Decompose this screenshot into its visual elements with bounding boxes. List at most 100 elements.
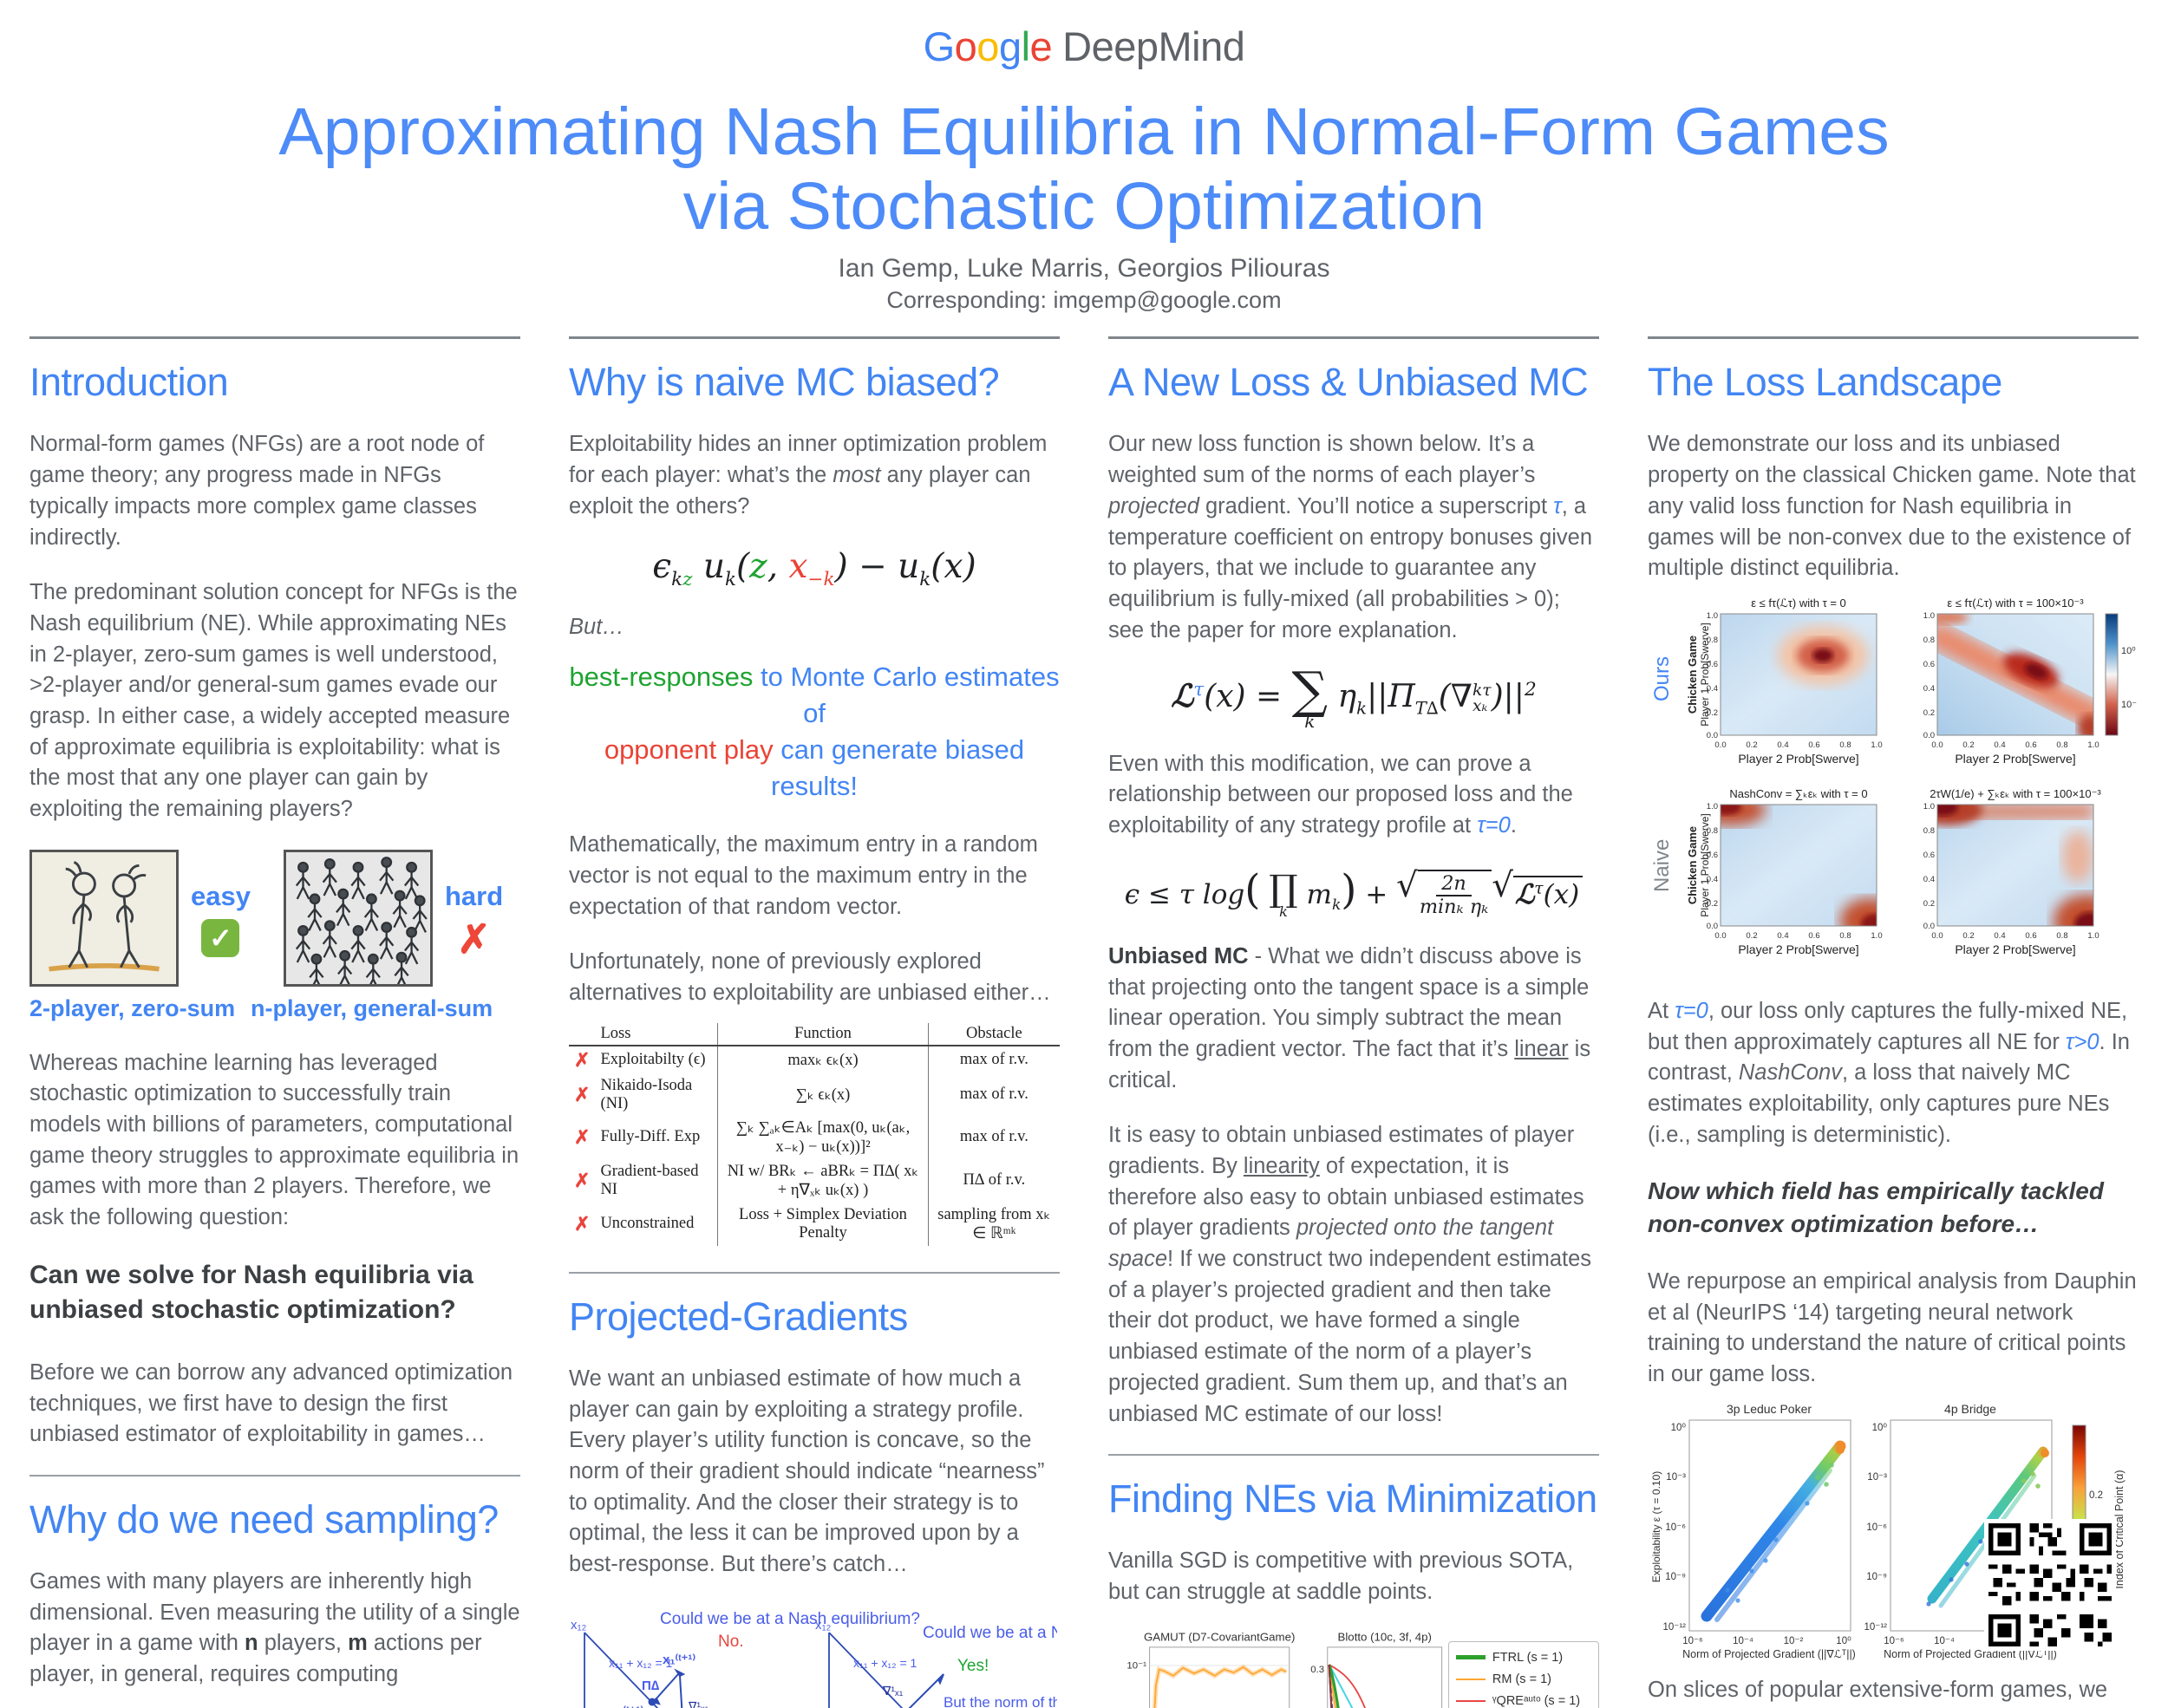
pg-paragraph-1: We want an unbiased estimate of how much… bbox=[569, 1366, 1045, 1576]
point-label-xt1-on-simplex: x₁⁽ᵗ⁺¹⁾ bbox=[611, 1705, 643, 1708]
text: Unbiased MC bbox=[1108, 943, 1249, 968]
critical-point-scatters: 3p Leduc Poker 10⁰ 10⁻³ 10⁻⁶ 10⁻⁹ 10⁻¹² 10⁻⁶… bbox=[1648, 1401, 2139, 1661]
col-header-obstacle: Obstacle bbox=[927, 1022, 1060, 1046]
eq-part: k bbox=[1331, 896, 1342, 914]
text: linear bbox=[1514, 1036, 1569, 1061]
svg-text:0.0: 0.0 bbox=[1714, 931, 1726, 941]
logo-letter: G bbox=[923, 23, 956, 69]
sum-operator: ∑ bbox=[1291, 661, 1329, 720]
svg-text:10⁻³: 10⁻³ bbox=[1867, 1472, 1887, 1483]
logo-letter: g bbox=[998, 23, 1022, 69]
eq-part: + bbox=[1356, 878, 1397, 910]
y-tick: 0.3 bbox=[1310, 1665, 1324, 1675]
google-deepmind-logo: Google DeepMind bbox=[0, 23, 2168, 70]
cbar-tick: 10⁻¹ bbox=[2121, 700, 2137, 710]
text: Even with this modification, we can prov… bbox=[1108, 751, 1573, 838]
linearity-paragraph: It is easy to obtain unbiased estimates … bbox=[1108, 1120, 1599, 1430]
text: , a temperature coefficient on entropy b… bbox=[1108, 493, 1593, 642]
y-tick: 10⁻¹ bbox=[1126, 1660, 1146, 1671]
cell-obstacle: max of r.v. bbox=[927, 1115, 1060, 1159]
heatmap-grid: Ours Naive ε ≤ fτ(ℒτ) with τ = 0 bbox=[1648, 596, 2140, 982]
columns: Introduction Normal-form games (NFGs) ar… bbox=[0, 336, 2168, 1708]
eq-part: ( bbox=[1244, 865, 1261, 913]
row-label-ours: Ours bbox=[1650, 655, 1674, 701]
svg-text:1.0: 1.0 bbox=[1707, 611, 1718, 621]
svg-text:10⁻⁴: 10⁻⁴ bbox=[1733, 1636, 1753, 1646]
svg-text:0.2: 0.2 bbox=[1923, 899, 1935, 909]
eq-part: kτ bbox=[1472, 681, 1492, 700]
cell-function: ∑ₖ ϵₖ(x) bbox=[717, 1073, 929, 1116]
figure-captions: 2-player, zero-sum n-player, general-sum bbox=[29, 995, 520, 1022]
minimization-paragraph: Vanilla SGD is competitive with previous… bbox=[1108, 1548, 1574, 1604]
text: players, bbox=[258, 1631, 349, 1656]
cell-loss: Gradient-based NI bbox=[600, 1162, 699, 1198]
text: It is easy to obtain unbiased estimates … bbox=[1108, 1123, 1575, 1179]
naive-mc-paragraph-1: Exploitability hides an inner optimizati… bbox=[569, 429, 1060, 522]
x-mark-icon: ✗ bbox=[574, 1125, 591, 1148]
divider bbox=[29, 1474, 520, 1477]
simplex-constraint-label: x₁₁ + x₁₂ = 1 bbox=[609, 1656, 673, 1670]
svg-text:0.2: 0.2 bbox=[1962, 931, 1974, 941]
eq-part: , bbox=[767, 546, 789, 586]
column-new-loss: A New Loss & Unbiased MC Our new loss fu… bbox=[1108, 336, 1599, 1708]
text: Games with many players are inherently h… bbox=[29, 1568, 520, 1656]
x-mark-icon: ✗ bbox=[574, 1048, 591, 1071]
eq-part: )|| bbox=[1491, 679, 1525, 715]
legend-label: RM (s = 1) bbox=[1492, 1672, 1551, 1686]
product-operator: ∏ bbox=[1269, 867, 1298, 910]
svg-text:10⁻⁶: 10⁻⁶ bbox=[1866, 1522, 1887, 1533]
eq-part: minₖ ηₖ bbox=[1419, 896, 1489, 919]
text: . bbox=[1510, 813, 1517, 838]
eq-part: ) − u bbox=[834, 546, 920, 586]
eq-part: u bbox=[692, 546, 725, 586]
cell-loss: Unconstrained bbox=[600, 1215, 695, 1233]
qr-code bbox=[1984, 1519, 2116, 1651]
svg-text:0.2: 0.2 bbox=[2089, 1490, 2103, 1501]
svg-text:1.0: 1.0 bbox=[1707, 802, 1718, 812]
but-text: But… bbox=[569, 615, 624, 640]
eq-part: k bbox=[1279, 903, 1288, 920]
eq-part: τ bbox=[1534, 879, 1544, 898]
section-heading-naive-mc: Why is naive MC biased? bbox=[569, 360, 1000, 405]
svg-text:0.8: 0.8 bbox=[2056, 740, 2067, 750]
legend-item: FTRL (s = 1) bbox=[1455, 1651, 1591, 1665]
text: of expectation, it is therefore also eas… bbox=[1108, 1154, 1584, 1241]
svg-text:0.4: 0.4 bbox=[1707, 684, 1718, 694]
svg-text:1.0: 1.0 bbox=[1923, 611, 1935, 621]
two-player-image bbox=[29, 849, 179, 987]
section-heading-projected-gradients: Projected-Gradients bbox=[569, 1294, 908, 1339]
but-norm-note: But the norm of the gradient is positive… bbox=[944, 1694, 1057, 1708]
cell-function: NI w/ BRₖ ← aBRₖ = Π∆( xₖ + η∇ₓₖ uₖ(x) ) bbox=[717, 1158, 929, 1203]
eq-part-xmk: x bbox=[788, 546, 808, 586]
question-text: Could we be at a Nash equilibrium? bbox=[660, 1610, 920, 1628]
svg-text:0.2: 0.2 bbox=[1962, 740, 1974, 750]
svg-text:0.4: 0.4 bbox=[1923, 684, 1935, 694]
column-introduction: Introduction Normal-form games (NFGs) ar… bbox=[29, 336, 520, 1708]
svg-text:10⁰: 10⁰ bbox=[1872, 1423, 1888, 1433]
svg-text:0.2: 0.2 bbox=[1746, 740, 1757, 750]
table-row: ✗ Nikaido-Isoda (NI) ∑ₖ ϵₖ(x) max of r.v. bbox=[569, 1073, 1060, 1116]
svg-text:0.4: 0.4 bbox=[1994, 740, 2005, 750]
svg-text:0.6: 0.6 bbox=[1923, 851, 1935, 860]
intro-paragraph-4: Before we can borrow any advanced optimi… bbox=[29, 1359, 513, 1447]
eq-part: (x) = bbox=[1204, 679, 1292, 715]
svg-text:0.6: 0.6 bbox=[2025, 740, 2036, 750]
tau-zero: τ=0 bbox=[1675, 998, 1708, 1023]
y-axis-label: Player 1 Prob[Swerve] bbox=[1699, 813, 1711, 916]
svg-text:1.0: 1.0 bbox=[1871, 931, 1882, 941]
logo-letter: o bbox=[954, 23, 977, 69]
svg-text:0.6: 0.6 bbox=[1808, 740, 1819, 750]
text: linearity bbox=[1243, 1154, 1320, 1179]
logo-deepmind: DeepMind bbox=[1062, 23, 1245, 69]
svg-text:0.8: 0.8 bbox=[1707, 826, 1718, 836]
text: , our loss only captures the fully-mixed… bbox=[1648, 998, 2128, 1054]
eq-part: T∆ bbox=[1414, 698, 1439, 719]
cell-obstacle: Π∆ of r.v. bbox=[927, 1158, 1060, 1203]
svg-text:0.6: 0.6 bbox=[1707, 660, 1718, 669]
svg-text:10⁻⁶: 10⁻⁶ bbox=[1665, 1522, 1686, 1533]
tau-equals-zero: τ=0 bbox=[1477, 813, 1511, 838]
cell-loss: Exploitabilty (ϵ) bbox=[600, 1051, 706, 1069]
landscape-paragraph-3: We repurpose an empirical analysis from … bbox=[1648, 1268, 2137, 1386]
cell-loss: Nikaido-Isoda (NI) bbox=[600, 1076, 693, 1112]
corresponding-email: Corresponding: imgemp@google.com bbox=[886, 287, 1282, 314]
